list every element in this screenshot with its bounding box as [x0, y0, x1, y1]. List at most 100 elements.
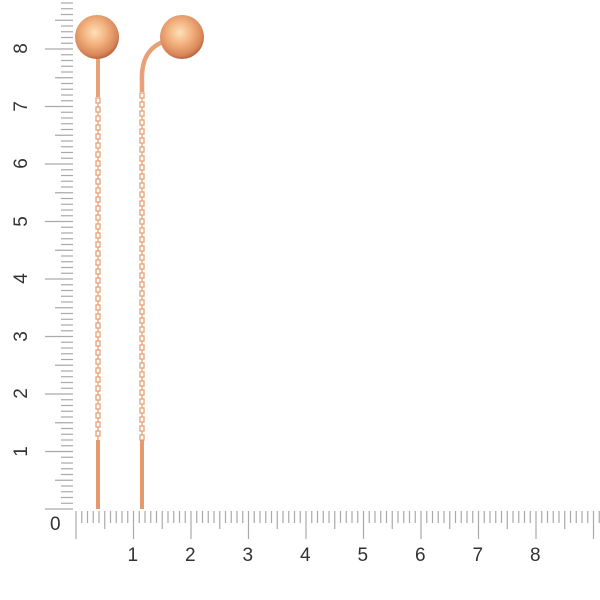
chain-link	[139, 236, 145, 243]
ruler-x-label: 3	[242, 545, 254, 566]
chain-link	[139, 173, 145, 180]
chain-link	[139, 191, 145, 198]
chain-link	[95, 169, 101, 176]
chain-link	[139, 110, 145, 117]
chain-link	[139, 101, 145, 108]
chain-link	[139, 137, 145, 144]
chain-link	[139, 245, 145, 252]
chain-link	[95, 124, 101, 131]
chain-link	[95, 421, 101, 428]
chain-link	[95, 376, 101, 383]
chain-link	[139, 308, 145, 315]
ruler-y-label: 7	[10, 100, 32, 112]
chain-link	[139, 299, 145, 306]
ruler-y-label: 1	[10, 445, 32, 457]
ruler-x-label: 4	[300, 545, 311, 566]
chain-link	[95, 178, 101, 185]
chain-link	[95, 394, 101, 401]
chain-link	[139, 353, 145, 360]
chain-link	[139, 200, 145, 207]
chain-link	[139, 263, 145, 270]
chain-link	[95, 322, 101, 329]
ruler-x-label: 1	[127, 545, 139, 566]
chain-link	[95, 232, 101, 239]
chain-link	[139, 92, 145, 99]
ruler-x-label: 6	[415, 545, 426, 566]
chain-link	[139, 164, 145, 171]
right-earring-bar	[140, 440, 144, 509]
left-earring-ball	[75, 15, 119, 59]
chain-link	[95, 223, 101, 230]
chain-link	[139, 146, 145, 153]
chain-link	[95, 187, 101, 194]
chain-link	[95, 295, 101, 302]
chain-link	[139, 434, 145, 441]
ruler-y-label: 6	[10, 158, 32, 169]
chain-link	[139, 407, 145, 414]
right-earring-ball	[160, 15, 204, 59]
chain-link	[95, 250, 101, 257]
ruler-x-label: 7	[472, 545, 484, 566]
ruler-x-label: 5	[357, 545, 369, 566]
chain-link	[139, 326, 145, 333]
chain-link	[95, 340, 101, 347]
ruler-y-label: 5	[10, 215, 32, 227]
chain-link	[95, 133, 101, 140]
chain-link	[139, 425, 145, 432]
chain-link	[95, 304, 101, 311]
ruler-y-label: 4	[10, 273, 32, 284]
chain-link	[139, 272, 145, 279]
chain-link	[139, 218, 145, 225]
chain-link	[95, 259, 101, 266]
chain-link	[139, 182, 145, 189]
chain-link	[95, 268, 101, 275]
chain-link	[139, 389, 145, 396]
chain-link	[95, 331, 101, 338]
left-earring-post	[96, 55, 100, 97]
ruler-origin-label: 0	[50, 514, 61, 535]
chain-link	[95, 349, 101, 356]
chain-link	[95, 241, 101, 248]
chain-link	[139, 416, 145, 423]
ruler-x-label: 2	[185, 545, 196, 566]
chain-link	[95, 286, 101, 293]
chain-link	[95, 196, 101, 203]
chain-link	[95, 151, 101, 158]
ruler-x-label: 8	[530, 545, 541, 566]
chain-link	[95, 160, 101, 167]
chain-link	[139, 380, 145, 387]
chain-link	[139, 344, 145, 351]
chain-link	[139, 281, 145, 288]
chain-link	[139, 317, 145, 324]
chain-link	[95, 430, 101, 437]
chain-link	[95, 367, 101, 374]
chain-link	[95, 313, 101, 320]
chain-link	[139, 209, 145, 216]
chain-link	[139, 335, 145, 342]
chain-link	[95, 214, 101, 221]
chain-link	[95, 115, 101, 122]
chain-link	[139, 119, 145, 126]
ruler-y-label: 2	[10, 388, 32, 399]
chain-link	[95, 142, 101, 149]
chain-link	[95, 106, 101, 113]
chain-link	[139, 254, 145, 261]
chain-link	[95, 277, 101, 284]
ruler-y-label: 8	[10, 43, 32, 54]
left-earring-bar	[96, 440, 100, 509]
chain-link	[95, 403, 101, 410]
chain-link	[139, 290, 145, 297]
chain-link	[95, 97, 101, 104]
chain-link	[139, 155, 145, 162]
chain-link	[95, 358, 101, 365]
chain-link	[139, 398, 145, 405]
chain-link	[139, 371, 145, 378]
chain-link	[139, 362, 145, 369]
ruler-y-label: 3	[10, 330, 32, 342]
chain-link	[95, 412, 101, 419]
chain-link	[139, 227, 145, 234]
chain-link	[95, 385, 101, 392]
chain-link	[139, 128, 145, 135]
